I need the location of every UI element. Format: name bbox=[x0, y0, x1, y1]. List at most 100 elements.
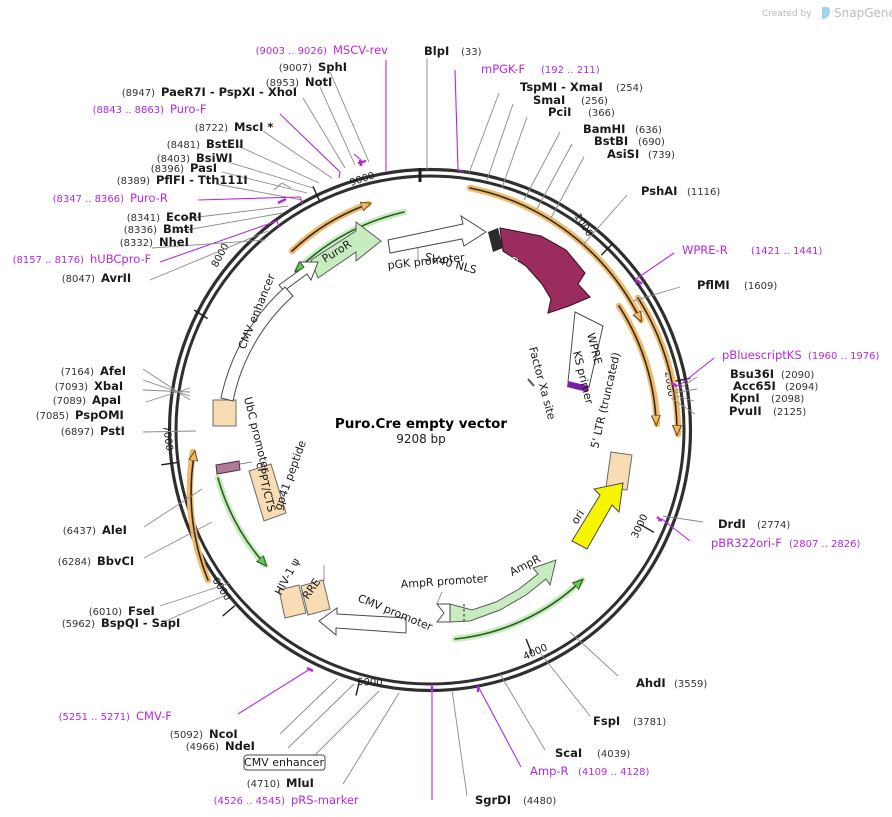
label-name-bamhi: BamHI bbox=[583, 122, 625, 136]
label-name-pflfi: PflFI - Tth111I bbox=[156, 173, 248, 187]
feature-cppt-shape bbox=[212, 399, 237, 427]
annotation-block-left-lower: (7164) AfeI (7093) XbaI (7089) ApaI (708… bbox=[36, 364, 181, 630]
label-pos-wpre-r: (1421 .. 1441) bbox=[751, 246, 823, 257]
label-pos-drdi: (2774) bbox=[757, 520, 790, 531]
label-pos-bstei: (8481) bbox=[167, 140, 200, 151]
label-name-pasi: PasI bbox=[190, 161, 217, 175]
label-name-amp-r: Amp-R bbox=[530, 764, 569, 778]
feature-label-rre: gp41 peptide bbox=[272, 438, 309, 512]
label-name-psti: PstI bbox=[100, 424, 125, 438]
label-pos-pflfi: (8389) bbox=[117, 176, 150, 187]
label-name-ndei: NdeI bbox=[225, 739, 255, 753]
annotation-block-upper-left: (9003 .. 9026) MSCV-rev (9007) SphI (895… bbox=[13, 43, 389, 285]
feature-shapes bbox=[212, 214, 633, 637]
feature-puror-shape bbox=[310, 220, 382, 279]
label-pos-avrii: (8047) bbox=[62, 274, 95, 285]
annotation-block-right: BlpI (33) mPGK-F (192 .. 211) TspMI - Xm… bbox=[424, 44, 880, 550]
label-pos-ecori: (8341) bbox=[127, 213, 160, 224]
plasmid-name: Puro.Cre empty vector bbox=[335, 416, 508, 432]
label-pos-hubcpro-f: (8157 .. 8176) bbox=[13, 255, 85, 266]
feature-ks-primer-shape bbox=[567, 381, 589, 392]
feature-pgk-promoter-shape bbox=[387, 214, 487, 254]
label-name-asisi: AsiSI bbox=[607, 147, 639, 161]
feature-label-ampr-promoter: AmpR promoter bbox=[400, 572, 489, 591]
feature-5ltr-left-shape bbox=[278, 584, 307, 619]
label-pos-pasi: (8396) bbox=[151, 164, 184, 175]
leader-lines-upper-right bbox=[426, 58, 715, 797]
ruler-label-7000: 7000 bbox=[160, 425, 174, 452]
label-name-cmv-enhancer: CMV enhancer bbox=[244, 756, 324, 769]
label-name-ecori: EcoRI bbox=[166, 210, 202, 224]
label-pos-pspomi: (7085) bbox=[36, 411, 69, 422]
created-by-label: Created by bbox=[762, 9, 812, 19]
annotation-block-bottom-right: SgrDI (4480) Amp-R (4109 .. 4128) ScaI (… bbox=[475, 676, 707, 807]
feature-ori-shape bbox=[571, 482, 624, 550]
label-pos-prs-marker: (4526 .. 4545) bbox=[214, 796, 286, 807]
label-name-noti: NotI bbox=[305, 75, 332, 89]
feature-wpre-shape bbox=[567, 311, 604, 388]
label-name-ncoi: NcoI bbox=[209, 727, 238, 741]
label-pos-bmti: (8336) bbox=[124, 225, 157, 236]
label-pos-mpgk-f: (192 .. 211) bbox=[541, 65, 600, 76]
label-name-sgrdi: SgrDI bbox=[475, 793, 511, 807]
feature-gp41-shape bbox=[215, 460, 241, 475]
label-name-pbluescriptks: pBluescriptKS bbox=[722, 348, 802, 362]
feature-cre-shape bbox=[499, 227, 591, 314]
annotation-block-bottom-left: (5251 .. 5271) CMV-F (5092) NcoI (4966) … bbox=[59, 709, 359, 807]
label-pos-ncoi: (5092) bbox=[170, 730, 203, 741]
label-name-mlui: MluI bbox=[286, 776, 314, 790]
snapgene-wordmark: SnapGene bbox=[834, 6, 892, 20]
label-pos-paer7i: (8947) bbox=[122, 88, 155, 99]
label-pos-puro-r: (8347 .. 8366) bbox=[53, 194, 125, 205]
cmv-enhancer-box bbox=[243, 754, 326, 771]
label-pos-fspi: (3781) bbox=[633, 717, 666, 728]
label-pos-sphi: (9007) bbox=[279, 63, 312, 74]
label-pos-fsei: (6010) bbox=[89, 607, 122, 618]
label-pos-pvuii: (2125) bbox=[773, 407, 806, 418]
label-name-pvuii: PvuII bbox=[729, 404, 762, 418]
label-pos-bsu36i: (2090) bbox=[781, 370, 814, 381]
label-name-mscv-rev: MSCV-rev bbox=[333, 43, 388, 57]
label-pos-asisi: (739) bbox=[648, 150, 675, 161]
label-name-avrii: AvrII bbox=[101, 271, 131, 285]
label-pos-puro-f: (8843 .. 8863) bbox=[93, 105, 165, 116]
label-name-paer7i: PaeR7I - PspXI - XhoI bbox=[161, 85, 297, 99]
label-name-bsiwi: BsiWI bbox=[196, 151, 233, 165]
label-name-bstbi: BstBI bbox=[594, 134, 628, 148]
label-name-tspmi: TspMI - XmaI bbox=[520, 80, 603, 94]
snapgene-branding: Created by SnapGene bbox=[762, 6, 892, 20]
label-name-msci: MscI * bbox=[234, 120, 273, 134]
label-pos-smai: (256) bbox=[581, 96, 608, 107]
label-name-hubcpro-f: hUBCpro-F bbox=[90, 252, 151, 266]
label-pos-cmv-f: (5251 .. 5271) bbox=[59, 712, 131, 723]
label-name-kpni: KpnI bbox=[730, 391, 760, 405]
label-name-pcii: PciI bbox=[548, 105, 571, 119]
label-name-puro-r: Puro-R bbox=[130, 191, 168, 205]
primer-ticks-right bbox=[476, 279, 678, 692]
label-pos-pbr322ori-f: (2807 .. 2826) bbox=[789, 539, 861, 550]
primer-ticks-upper-left bbox=[277, 159, 367, 205]
label-pos-bamhi: (636) bbox=[635, 125, 662, 136]
feature-ubc-promoter-shape bbox=[220, 286, 294, 402]
feature-ampr-promoter-shape bbox=[435, 603, 451, 623]
label-pos-ndei: (4966) bbox=[186, 742, 219, 753]
feature-5ltr-right-shape bbox=[605, 451, 633, 491]
plasmid-backbone bbox=[167, 167, 693, 693]
label-pos-sgrdi: (4480) bbox=[523, 796, 556, 807]
label-name-bbvci: BbvCI bbox=[97, 554, 134, 568]
label-pos-afei: (7164) bbox=[61, 367, 94, 378]
label-name-sphi: SphI bbox=[318, 60, 347, 74]
label-pos-bsiwi: (8403) bbox=[157, 154, 190, 165]
label-name-bstei: BstEII bbox=[206, 137, 244, 151]
label-pos-scai: (4039) bbox=[597, 749, 630, 760]
label-pos-alei: (6437) bbox=[63, 526, 96, 537]
label-name-pflmi: PflMI bbox=[697, 278, 730, 292]
plasmid-center-title: Puro.Cre empty vector 9208 bp bbox=[335, 416, 508, 446]
label-pos-mlui: (4710) bbox=[247, 779, 280, 790]
ruler-label-3000: 3000 bbox=[630, 513, 651, 541]
label-pos-psti: (6897) bbox=[61, 427, 94, 438]
ruler-label-5000: 5000 bbox=[357, 677, 383, 689]
label-name-alei: AleI bbox=[102, 523, 127, 537]
label-name-puro-f: Puro-F bbox=[170, 102, 207, 116]
feature-cmv-promoter-shape bbox=[318, 607, 407, 637]
